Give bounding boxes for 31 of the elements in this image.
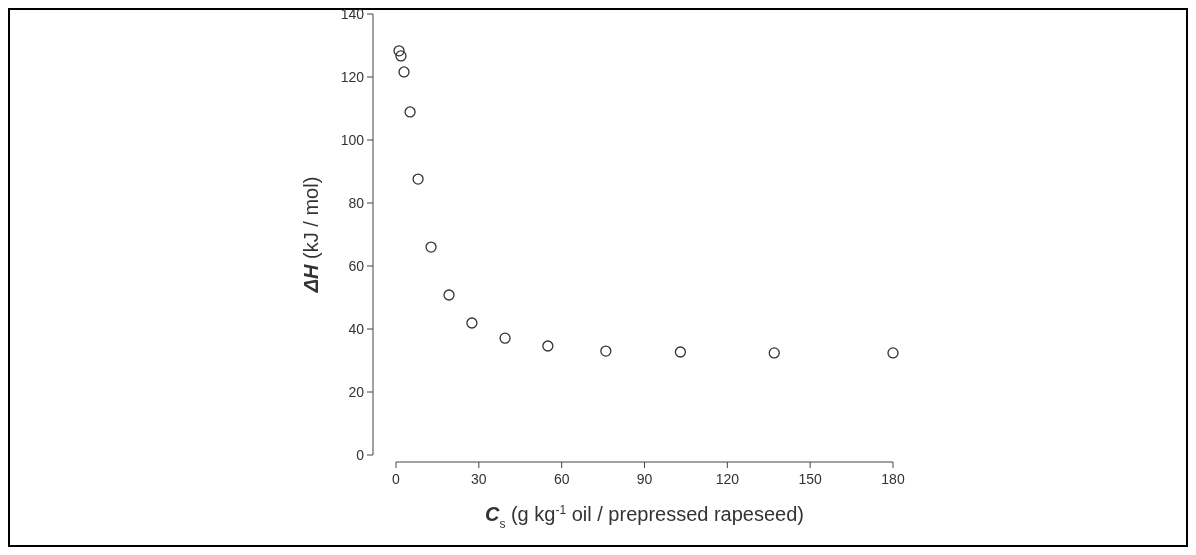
x-tick-label: 90: [636, 471, 653, 487]
y-tick-label: 0: [356, 447, 365, 463]
point: [395, 50, 407, 62]
point: [443, 289, 455, 301]
y-tick-label: 120: [340, 69, 365, 85]
point: [768, 347, 780, 359]
y-axis-title: ΔH (kJ / mol): [300, 176, 322, 294]
point: [412, 173, 424, 185]
x-tick-label: 180: [881, 471, 905, 487]
y-tick-label: 20: [348, 384, 365, 400]
x-tick-label: 0: [392, 471, 401, 487]
point: [466, 317, 478, 329]
x-tick-label: 60: [553, 471, 570, 487]
point: [393, 45, 405, 57]
point: [499, 332, 511, 344]
x-tick-label: 150: [798, 471, 823, 487]
y-tick-label: 80: [348, 195, 365, 211]
point: [600, 345, 612, 357]
y-tick-label: 60: [348, 258, 365, 274]
x-tick-label: 120: [715, 471, 740, 487]
y-tick-label: 140: [340, 6, 365, 22]
x-tick-label: 30: [471, 471, 487, 487]
y-tick-label: 100: [340, 132, 365, 148]
point: [674, 346, 687, 358]
point: [887, 347, 899, 359]
point: [398, 66, 410, 78]
point: [404, 106, 416, 118]
y-tick-label: 40: [348, 321, 365, 337]
point: [542, 340, 554, 352]
x-axis-title: C$_{s}$ (g kg$^{-1}$ oil / prepressed rapeseed): [484, 503, 805, 531]
point: [425, 241, 437, 253]
